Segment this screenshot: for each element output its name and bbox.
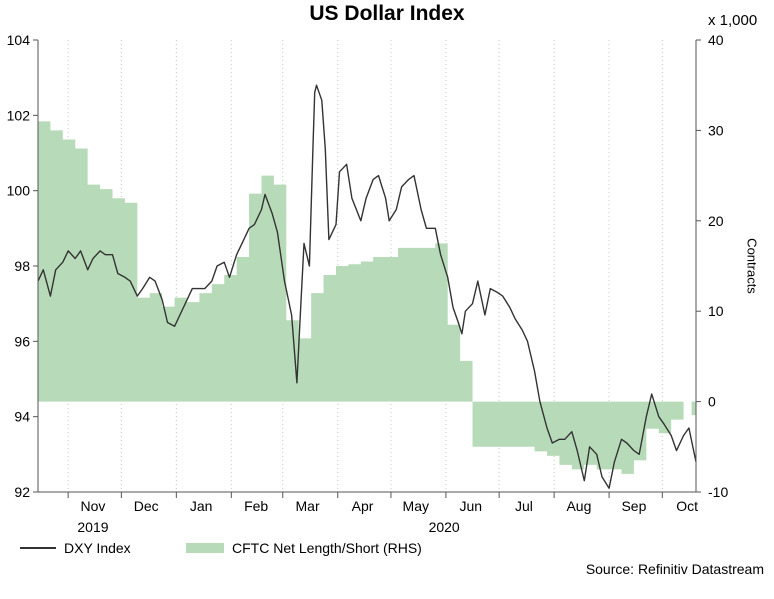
x-tick-label: Nov bbox=[81, 498, 106, 514]
x-tick-label: Jan bbox=[190, 498, 213, 514]
left-tick-label: 104 bbox=[7, 32, 31, 48]
x-tick-label: Feb bbox=[244, 498, 268, 514]
x-tick-label: Sep bbox=[621, 498, 646, 514]
x-tick-label: Dec bbox=[134, 498, 159, 514]
left-tick-label: 98 bbox=[14, 258, 30, 274]
legend-cftc: CFTC Net Length/Short (RHS) bbox=[186, 540, 422, 556]
right-tick-label: 0 bbox=[708, 394, 716, 410]
x-tick-label: May bbox=[403, 498, 429, 514]
left-tick-label: 96 bbox=[14, 333, 30, 349]
right-tick-label: 10 bbox=[708, 303, 724, 319]
x-tick-label: Apr bbox=[352, 498, 374, 514]
right-tick-label: 20 bbox=[708, 213, 724, 229]
left-tick-label: 92 bbox=[14, 484, 30, 500]
right-tick-label: 40 bbox=[708, 32, 724, 48]
x-tick-label: Oct bbox=[676, 498, 698, 514]
left-tick-label: 94 bbox=[14, 409, 30, 425]
cftc-area-tail bbox=[691, 401, 696, 416]
x-tick-label: Jul bbox=[515, 498, 533, 514]
x-year-label: 2019 bbox=[77, 519, 108, 535]
legend-dxy: DXY Index bbox=[20, 540, 131, 556]
legend-area-swatch bbox=[186, 543, 224, 553]
x-tick-label: Aug bbox=[566, 498, 591, 514]
x-tick-label: Mar bbox=[296, 498, 320, 514]
legend-dxy-label: DXY Index bbox=[64, 540, 131, 556]
chart-title: US Dollar Index bbox=[309, 2, 465, 25]
x-tick-label: Jun bbox=[459, 498, 482, 514]
right-tick-label: 30 bbox=[708, 122, 724, 138]
left-tick-label: 100 bbox=[7, 183, 31, 199]
cftc-area bbox=[38, 121, 689, 474]
left-tick-label: 102 bbox=[7, 107, 31, 123]
legend-cftc-label: CFTC Net Length/Short (RHS) bbox=[232, 540, 422, 556]
x-year-label: 2020 bbox=[429, 519, 460, 535]
dxy-line bbox=[37, 84, 697, 489]
legend-line-swatch bbox=[20, 547, 56, 549]
right-axis-units: x 1,000 bbox=[708, 12, 758, 29]
right-tick-label: -10 bbox=[708, 484, 728, 500]
source-note: Source: Refinitiv Datastream bbox=[585, 561, 764, 577]
